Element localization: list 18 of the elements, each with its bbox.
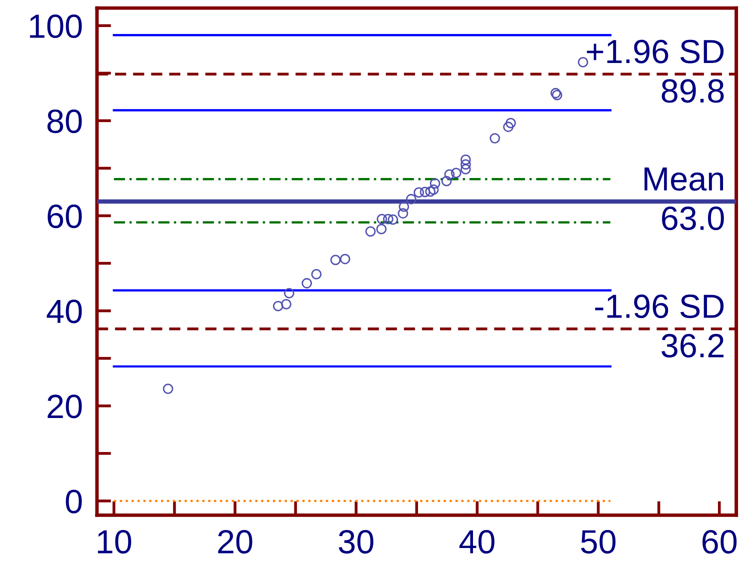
x-tick-label: 40 <box>459 530 494 554</box>
y-tick-label: 20 <box>48 394 82 418</box>
y-tick-label: 100 <box>30 14 82 38</box>
annotation: 63.0 <box>662 206 724 230</box>
x-tick-label: 50 <box>581 530 616 554</box>
x-tick-label: 30 <box>338 530 374 554</box>
ref-line-label: Mean <box>644 167 724 191</box>
x-tick-label: 10 <box>98 530 132 554</box>
ref-line-label: -1.96 SD <box>595 294 724 318</box>
y-tick-label: 60 <box>48 204 82 228</box>
y-tick-label: 0 <box>66 490 82 514</box>
y-tick-label: 80 <box>47 110 82 134</box>
x-tick-label: 60 <box>702 530 737 554</box>
x-tick-label: 20 <box>218 530 252 554</box>
annotation: 89.8 <box>662 79 724 103</box>
ref-line-label: +1.96 SD <box>586 40 724 64</box>
annotation: 36.2 <box>662 334 724 358</box>
y-tick-label: 40 <box>46 300 82 324</box>
